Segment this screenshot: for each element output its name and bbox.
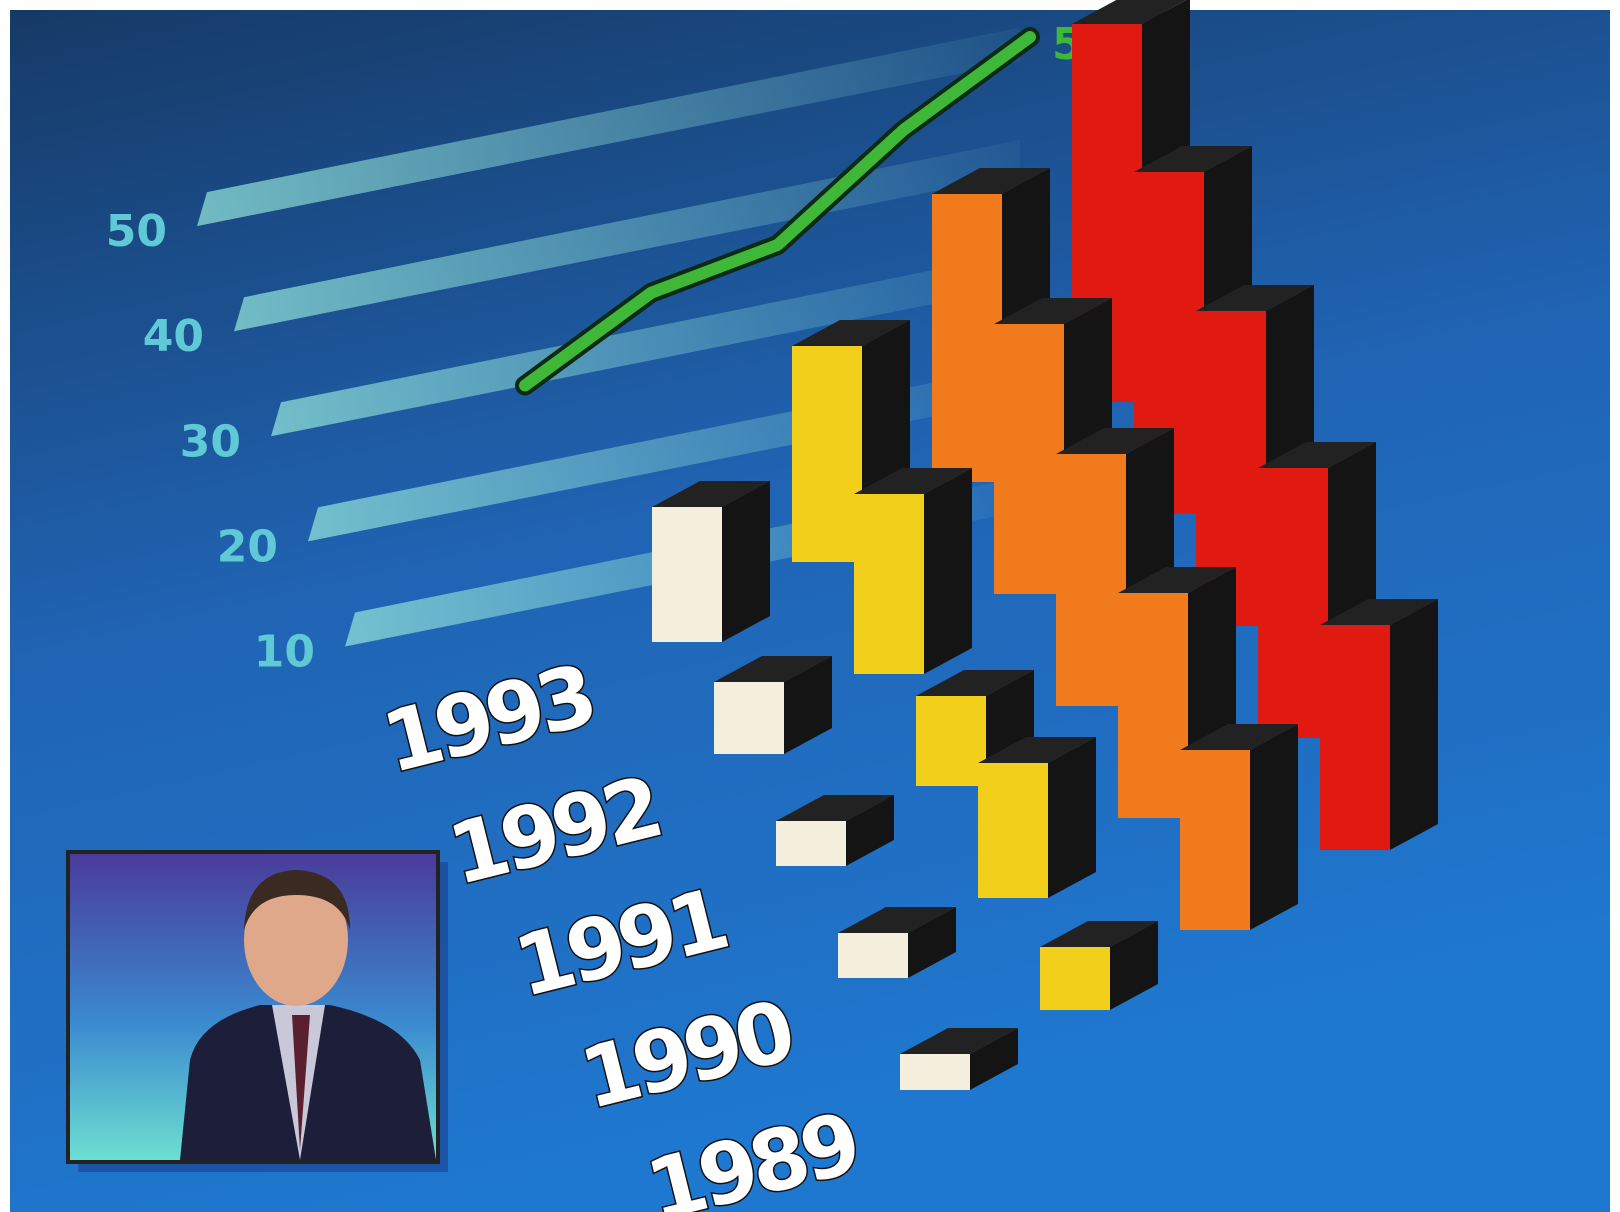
bar-front — [792, 346, 862, 562]
face — [244, 874, 348, 1006]
bar-front — [714, 682, 784, 754]
bar-side — [1390, 599, 1438, 850]
grid-band — [234, 140, 1020, 332]
bar-top — [1072, 0, 1187, 24]
bar-top — [652, 481, 770, 507]
bar-side — [908, 907, 956, 978]
grid-band — [271, 252, 1020, 437]
bars — [652, 0, 1438, 1090]
bar-side — [1110, 921, 1158, 1010]
bar-front — [776, 821, 846, 866]
bar-side — [846, 795, 894, 866]
bar-top — [1320, 599, 1438, 625]
bar-front — [978, 763, 1048, 898]
bar-front — [900, 1054, 970, 1090]
bar-top — [916, 670, 1034, 696]
bar-front — [854, 494, 924, 674]
y-tick-label: 30 — [180, 416, 241, 467]
bar-top — [854, 468, 972, 494]
bar-top — [1196, 285, 1314, 311]
bar — [776, 795, 894, 866]
bar-top — [932, 168, 1050, 194]
bar-top — [1258, 442, 1376, 468]
y-tick-label: 50 — [106, 206, 167, 257]
bar-side — [924, 468, 972, 674]
bar-top — [838, 907, 956, 933]
tie — [292, 1015, 310, 1150]
y-tick-label: 10 — [254, 627, 315, 678]
bar-front — [932, 194, 1002, 482]
bar-top — [1040, 921, 1158, 947]
bar — [978, 737, 1096, 898]
line — [519, 31, 1036, 392]
y-tick-label: 20 — [217, 521, 278, 572]
bar — [1180, 724, 1298, 930]
bar-front — [994, 324, 1064, 594]
bar-side — [1048, 737, 1096, 898]
bar-top — [1180, 724, 1298, 750]
bar-front — [1320, 625, 1390, 850]
bar-front — [916, 696, 986, 786]
bar-top — [1056, 428, 1174, 454]
bar — [1040, 921, 1158, 1010]
bar-side — [722, 481, 770, 642]
hair — [244, 870, 350, 930]
bar-top — [1118, 567, 1236, 593]
bar-top — [900, 1028, 1018, 1054]
bar-top — [776, 795, 894, 821]
bar-side — [784, 656, 832, 754]
bar-front — [652, 507, 722, 642]
y-tick-label: 40 — [143, 311, 204, 362]
bar-side — [970, 1028, 1018, 1090]
bar-front — [1056, 454, 1126, 706]
bar-side — [1250, 724, 1298, 930]
bar-front — [1040, 947, 1110, 1010]
photo-inset — [66, 850, 448, 1172]
bar-front — [1180, 750, 1250, 930]
bar — [854, 468, 972, 674]
bar-top — [978, 737, 1096, 763]
bar — [652, 481, 770, 642]
bar — [714, 656, 832, 754]
bar-top — [994, 298, 1112, 324]
bar-front — [1118, 593, 1188, 818]
bar-top — [714, 656, 832, 682]
bar — [900, 1028, 1018, 1090]
bar-top — [792, 320, 910, 346]
bar — [1320, 599, 1438, 850]
bar — [838, 907, 956, 978]
bar-front — [838, 933, 908, 978]
bar-front — [1196, 311, 1266, 626]
bar-top — [1134, 146, 1252, 172]
bar-front — [1258, 468, 1328, 738]
grid-band — [197, 27, 1020, 227]
